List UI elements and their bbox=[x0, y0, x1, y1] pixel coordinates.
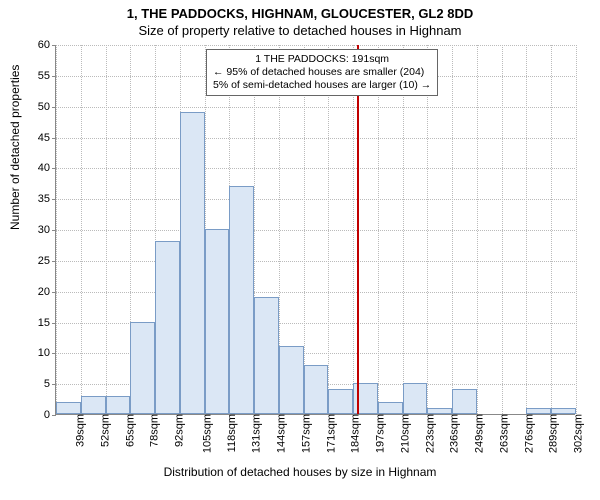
histogram-bar bbox=[56, 402, 81, 414]
x-tick: 302sqm bbox=[567, 414, 585, 453]
annotation-line2: ← 95% of detached houses are smaller (20… bbox=[213, 66, 431, 79]
x-tick: 249sqm bbox=[468, 414, 486, 453]
y-tick: 30 bbox=[38, 224, 56, 236]
gridline-v bbox=[403, 45, 404, 414]
x-tick: 210sqm bbox=[393, 414, 411, 453]
histogram-bar bbox=[403, 383, 428, 414]
histogram-bar bbox=[180, 112, 205, 414]
x-tick: 105sqm bbox=[195, 414, 213, 453]
gridline-v bbox=[502, 45, 503, 414]
chart-title-line2: Size of property relative to detached ho… bbox=[0, 21, 600, 38]
gridline-v bbox=[353, 45, 354, 414]
gridline-h bbox=[56, 261, 575, 262]
histogram-bar bbox=[205, 229, 230, 414]
gridline-h bbox=[56, 292, 575, 293]
gridline-v bbox=[378, 45, 379, 414]
histogram-bar bbox=[304, 365, 329, 414]
y-tick: 0 bbox=[44, 409, 56, 421]
y-tick: 20 bbox=[38, 286, 56, 298]
chart-title-line1: 1, THE PADDOCKS, HIGHNAM, GLOUCESTER, GL… bbox=[0, 0, 600, 21]
x-tick: 92sqm bbox=[168, 414, 186, 447]
y-tick: 5 bbox=[44, 378, 56, 390]
gridline-v bbox=[56, 45, 57, 414]
histogram-bar bbox=[328, 389, 353, 414]
histogram-bar bbox=[378, 402, 403, 414]
gridline-v bbox=[304, 45, 305, 414]
y-tick: 40 bbox=[38, 162, 56, 174]
x-tick: 171sqm bbox=[319, 414, 337, 453]
x-tick: 78sqm bbox=[143, 414, 161, 447]
gridline-h bbox=[56, 230, 575, 231]
y-axis-label: Number of detached properties bbox=[8, 65, 22, 230]
histogram-bar bbox=[106, 396, 131, 415]
histogram-bar bbox=[254, 297, 279, 414]
gridline-v bbox=[328, 45, 329, 414]
x-tick: 157sqm bbox=[294, 414, 312, 453]
gridline-v bbox=[81, 45, 82, 414]
marker-line bbox=[357, 45, 359, 414]
annotation-line1: 1 THE PADDOCKS: 191sqm bbox=[213, 53, 431, 66]
gridline-v bbox=[477, 45, 478, 414]
y-tick: 55 bbox=[38, 70, 56, 82]
annotation-box: 1 THE PADDOCKS: 191sqm ← 95% of detached… bbox=[206, 49, 438, 96]
x-tick: 144sqm bbox=[270, 414, 288, 453]
histogram-bar bbox=[155, 241, 180, 414]
x-tick: 52sqm bbox=[93, 414, 111, 447]
x-tick: 118sqm bbox=[220, 414, 238, 452]
gridline-h bbox=[56, 168, 575, 169]
histogram-bar bbox=[130, 322, 155, 415]
gridline-h bbox=[56, 107, 575, 108]
y-tick: 45 bbox=[38, 132, 56, 144]
gridline-v bbox=[427, 45, 428, 414]
y-tick: 10 bbox=[38, 347, 56, 359]
x-axis-label: Distribution of detached houses by size … bbox=[0, 465, 600, 479]
gridline-h bbox=[56, 199, 575, 200]
y-tick: 15 bbox=[38, 317, 56, 329]
histogram-bar bbox=[229, 186, 254, 414]
annotation-line3: 5% of semi-detached houses are larger (1… bbox=[213, 79, 431, 92]
gridline-v bbox=[452, 45, 453, 414]
x-tick: 276sqm bbox=[517, 414, 535, 453]
x-tick: 65sqm bbox=[118, 414, 136, 447]
x-tick: 289sqm bbox=[542, 414, 560, 453]
x-tick: 197sqm bbox=[369, 414, 387, 453]
y-tick: 50 bbox=[38, 101, 56, 113]
x-tick: 184sqm bbox=[344, 414, 362, 453]
histogram-bar bbox=[81, 396, 106, 415]
gridline-v bbox=[526, 45, 527, 414]
gridline-v bbox=[106, 45, 107, 414]
x-tick: 236sqm bbox=[443, 414, 461, 453]
x-tick: 39sqm bbox=[69, 414, 87, 447]
y-tick: 60 bbox=[38, 39, 56, 51]
gridline-v bbox=[551, 45, 552, 414]
x-tick: 223sqm bbox=[418, 414, 436, 453]
histogram-bar bbox=[452, 389, 477, 414]
plot-area: 05101520253035404550556039sqm52sqm65sqm7… bbox=[55, 45, 575, 415]
x-tick: 131sqm bbox=[245, 414, 263, 453]
x-tick: 263sqm bbox=[493, 414, 511, 453]
histogram-bar bbox=[279, 346, 304, 414]
y-tick: 35 bbox=[38, 193, 56, 205]
gridline-v bbox=[576, 45, 577, 414]
gridline-h bbox=[56, 138, 575, 139]
y-tick: 25 bbox=[38, 255, 56, 267]
gridline-h bbox=[56, 45, 575, 46]
